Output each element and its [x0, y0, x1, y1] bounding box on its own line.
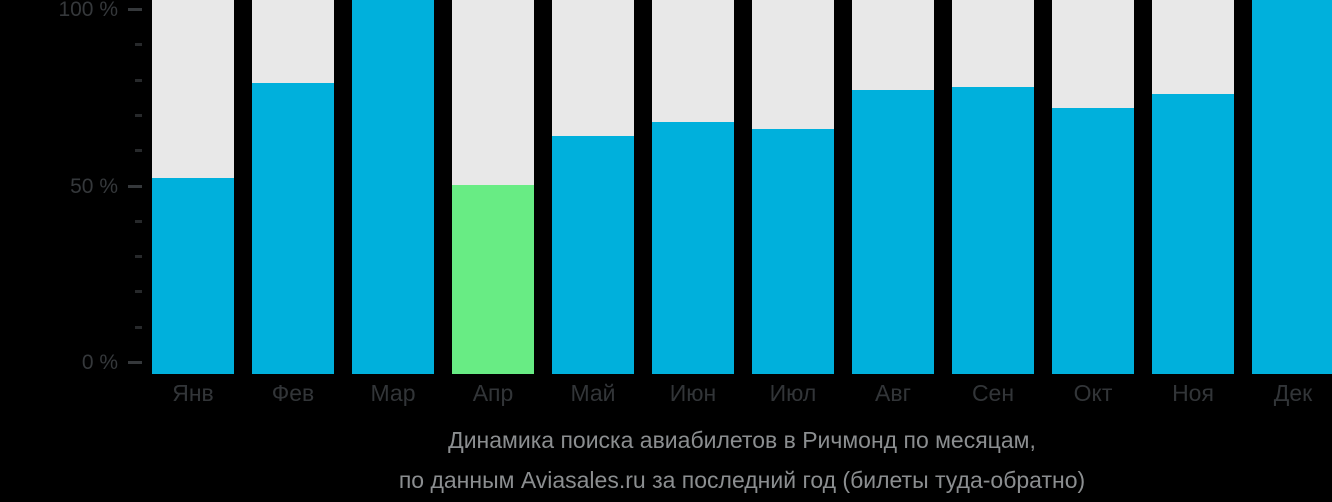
bar-track-oct: [1052, 0, 1134, 374]
y-tick-label-0: 0 %: [81, 351, 118, 374]
y-tick-major-100: [128, 8, 142, 11]
y-tick-minor-10: [135, 325, 142, 329]
bar-track-apr: [452, 0, 534, 374]
x-tick-label-sep: Сен: [971, 380, 1015, 406]
bar-fill-nov: [1152, 94, 1234, 374]
bar-track-nov: [1152, 0, 1234, 374]
bar-track-aug: [852, 0, 934, 374]
x-tick-label-aug: Авг: [875, 380, 911, 406]
y-tick-minor-30: [135, 255, 142, 259]
bar-track-mar: [352, 0, 434, 374]
y-tick-minor-20: [135, 290, 142, 294]
y-tick-major-0: [128, 361, 142, 364]
bar-fill-may: [552, 136, 634, 374]
bar-track-jun: [652, 0, 734, 374]
bar-track-may: [552, 0, 634, 374]
bar-fill-feb: [252, 83, 334, 374]
bar-track-jul: [752, 0, 834, 374]
x-tick-label-feb: Фев: [271, 380, 315, 406]
bar-fill-oct: [1052, 108, 1134, 374]
bar-fill-jan: [152, 178, 234, 374]
y-tick-minor-90: [135, 43, 142, 47]
x-tick-label-dec: Дек: [1273, 380, 1313, 406]
plot-area: 100 % 50 % 0 % Янв Фев Мар Апр Май Июн Июл Авг Сен…: [58, 0, 1332, 406]
x-tick-label-jun: Июн: [669, 380, 717, 406]
x-tick-label-jul: Июл: [769, 380, 817, 406]
x-tick-label-nov: Ноя: [1172, 380, 1214, 406]
bar-fill-sep: [952, 87, 1034, 374]
bar-fill-apr: [452, 185, 534, 374]
y-tick-minor-60: [135, 149, 142, 153]
x-tick-label-oct: Окт: [1073, 380, 1113, 406]
x-tick-label-jan: Янв: [172, 380, 214, 406]
bar-fill-jul: [752, 129, 834, 374]
x-tick-label-apr: Апр: [472, 380, 514, 406]
bar-fill-mar: [352, 0, 434, 374]
bar-track-sep: [952, 0, 1034, 374]
bar-track-dec: [1252, 0, 1332, 374]
x-tick-label-mar: Мар: [370, 380, 416, 406]
bar-fill-jun: [652, 122, 734, 374]
bar-fill-dec: [1252, 0, 1332, 374]
bar-track-feb: [252, 0, 334, 374]
chart-caption: Динамика поиска авиабилетов в Ричмонд по…: [152, 426, 1332, 494]
y-tick-minor-70: [135, 113, 142, 117]
caption-line-2: по данным Aviasales.ru за последний год …: [398, 467, 1086, 493]
bar-track-jan: [152, 0, 234, 374]
caption-line-1: Динамика поиска авиабилетов в Ричмонд по…: [448, 427, 1036, 453]
y-tick-minor-40: [135, 219, 142, 223]
y-tick-label-100: 100 %: [58, 0, 118, 21]
x-tick-label-may: Май: [570, 380, 616, 406]
y-tick-minor-80: [135, 78, 142, 82]
bar-fill-aug: [852, 90, 934, 374]
y-tick-label-50: 50 %: [70, 174, 118, 198]
y-tick-major-50: [128, 184, 142, 188]
